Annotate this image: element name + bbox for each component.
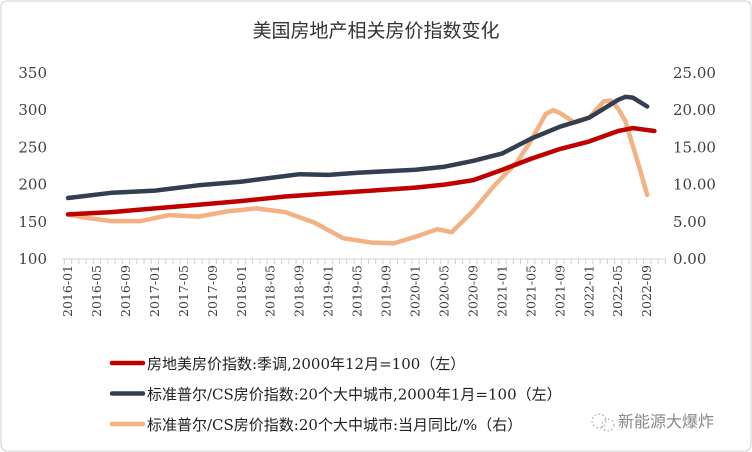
legend-label: 标准普尔/CS房价指数:20个大中城市:当月同比/%（右） — [147, 416, 522, 434]
series-line-2 — [65, 98, 650, 246]
y-left-tick-label: 300 — [18, 101, 47, 119]
y-left-tick-label: 250 — [18, 138, 47, 156]
y-right-tick-label: 25.00 — [673, 64, 716, 82]
x-tick-label: 2016-05 — [89, 265, 104, 317]
legend-label: 房地美房价指数:季调,2000年12月=100（左） — [147, 355, 465, 373]
y-right-tick-label: 20.00 — [673, 101, 716, 119]
x-tick-label: 2022-01 — [581, 265, 596, 317]
x-tick-label: 2019-01 — [321, 265, 336, 317]
series-line-0 — [65, 125, 657, 217]
x-tick-label: 2022-05 — [610, 265, 625, 317]
x-tick-label: 2018-01 — [234, 265, 249, 317]
chart-title: 美国房地产相关房价指数变化 — [252, 20, 499, 42]
y-right-tick-label: 0.00 — [673, 250, 706, 268]
x-tick-label: 2017-09 — [205, 265, 220, 317]
x-tick-label: 2017-01 — [147, 265, 162, 317]
y-left-tick-label: 100 — [18, 250, 47, 268]
watermark-text: 新能源大爆炸 — [618, 412, 714, 431]
y-right-tick-label: 10.00 — [673, 176, 716, 194]
wechat-icon-bubble — [601, 418, 615, 432]
x-tick-label: 2018-09 — [292, 265, 307, 317]
x-tick-label: 2020-01 — [408, 265, 423, 317]
y-left-tick-label: 150 — [18, 213, 47, 231]
y-left-tick-label: 350 — [18, 64, 47, 82]
x-tick-label: 2016-09 — [118, 265, 133, 317]
series-line-1 — [65, 94, 650, 201]
y-left-tick-label: 200 — [18, 176, 47, 194]
y-right-tick-label: 5.00 — [673, 213, 706, 231]
y-right-tick-label: 15.00 — [673, 138, 716, 156]
x-tick-label: 2022-09 — [639, 265, 654, 317]
wechat-icon — [591, 413, 607, 429]
x-tick-label: 2021-05 — [523, 265, 538, 317]
x-tick-label: 2016-01 — [60, 265, 75, 317]
x-tick-label: 2017-05 — [176, 265, 191, 317]
x-tick-label: 2019-05 — [350, 265, 365, 317]
legend-label: 标准普尔/CS房价指数:20个大中城市,2000年1月=100（左） — [147, 386, 562, 404]
x-tick-label: 2021-09 — [552, 265, 567, 317]
x-tick-label: 2019-09 — [379, 265, 394, 317]
x-tick-label: 2020-09 — [465, 265, 480, 317]
watermark: 新能源大爆炸 — [591, 412, 714, 432]
x-tick-label: 2021-01 — [494, 265, 509, 317]
x-tick-label: 2018-05 — [263, 265, 278, 317]
x-tick-label: 2020-05 — [436, 265, 451, 317]
